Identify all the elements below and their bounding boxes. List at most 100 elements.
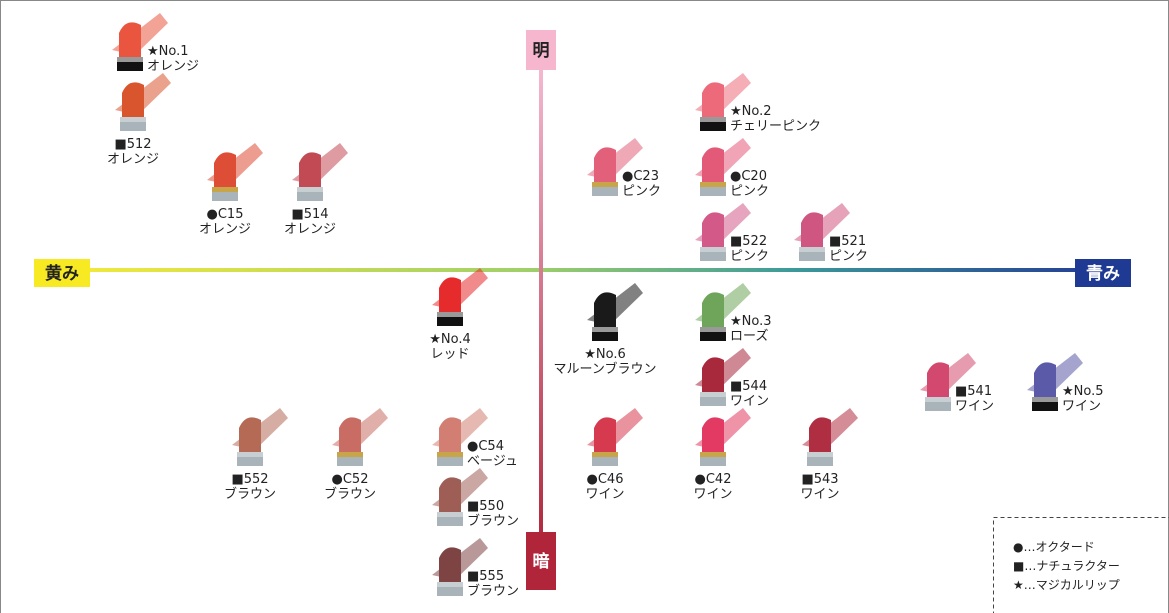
base [237, 457, 263, 466]
bullet [122, 82, 144, 117]
band [700, 247, 726, 252]
base [337, 457, 363, 466]
item-code: ■544 [730, 379, 767, 394]
item-code: ★No.3 [730, 314, 772, 329]
item-name: ワイン [585, 487, 624, 502]
item-name: ワイン [693, 487, 732, 502]
item-name: オレンジ [107, 152, 159, 167]
base [700, 187, 726, 196]
item-name: ワイン [1062, 399, 1101, 414]
base [437, 317, 463, 326]
item-name: ベージュ [467, 454, 518, 469]
item-name: ピンク [622, 184, 661, 199]
band [1032, 397, 1058, 402]
item-name: ピンク [730, 184, 769, 199]
base [437, 587, 463, 596]
base [700, 332, 726, 341]
band [437, 512, 463, 517]
right-box [1075, 259, 1131, 287]
item-code: ●C15 [207, 207, 244, 222]
base [120, 122, 146, 131]
band [807, 452, 833, 457]
bullet [801, 212, 823, 247]
bullet [809, 417, 831, 452]
bullet [594, 417, 616, 452]
item-code: ■512 [114, 137, 151, 152]
legend-entry: ★…マジカルリップ [1013, 578, 1120, 592]
band [120, 117, 146, 122]
bottom-box [526, 532, 556, 590]
bullet [299, 152, 321, 187]
legend-entry: ■…ナチュラクター [1013, 559, 1120, 573]
band [700, 327, 726, 332]
item-name: ブラウン [467, 583, 519, 599]
item-code: ★No.4 [429, 332, 471, 347]
band [437, 452, 463, 457]
base [700, 397, 726, 406]
bottom-label: 暗 [533, 551, 550, 572]
item-name: ワイン [955, 399, 994, 414]
base [437, 457, 463, 466]
left-label: 黄み [45, 263, 79, 284]
item-code: ★No.5 [1062, 384, 1104, 399]
item-name: ピンク [829, 249, 868, 264]
base [437, 517, 463, 526]
item-name: ブラウン [467, 513, 519, 529]
band [700, 182, 726, 187]
base [799, 252, 825, 261]
bullet [214, 152, 236, 187]
item-name: ブラウン [224, 486, 276, 502]
item-name: チェリーピンク [730, 119, 821, 134]
band [437, 582, 463, 587]
bullet [439, 277, 461, 312]
item-code: ★No.6 [584, 347, 626, 362]
item-code: ★No.2 [730, 104, 772, 119]
item-code: ●C20 [730, 169, 767, 184]
top-label: 明 [533, 41, 550, 61]
item-code: ■543 [801, 472, 838, 487]
bullet [339, 417, 361, 452]
band [212, 187, 238, 192]
band [592, 327, 618, 332]
bullet [594, 292, 616, 327]
base [117, 62, 143, 71]
items: ★No.1オレンジ■512オレンジ●C15オレンジ■514オレンジ★No.2チェ… [107, 13, 1104, 599]
right-label: 青み [1086, 263, 1120, 284]
base [592, 457, 618, 466]
item-code: ●C23 [622, 169, 659, 184]
item-code: ■522 [730, 234, 767, 249]
bullet [119, 22, 141, 57]
base [212, 192, 238, 201]
left-box [34, 259, 90, 287]
band [592, 452, 618, 457]
band [925, 397, 951, 402]
vertical-axis [539, 70, 543, 550]
item-code: ●C46 [587, 472, 624, 487]
bullet [702, 82, 724, 117]
band [700, 117, 726, 122]
item-name: ブラウン [324, 486, 376, 502]
band [237, 452, 263, 457]
band [799, 247, 825, 252]
item-code: ■555 [467, 569, 504, 584]
bullet [439, 417, 461, 452]
item-name: マルーンブラウン [554, 361, 657, 377]
base [1032, 402, 1058, 411]
